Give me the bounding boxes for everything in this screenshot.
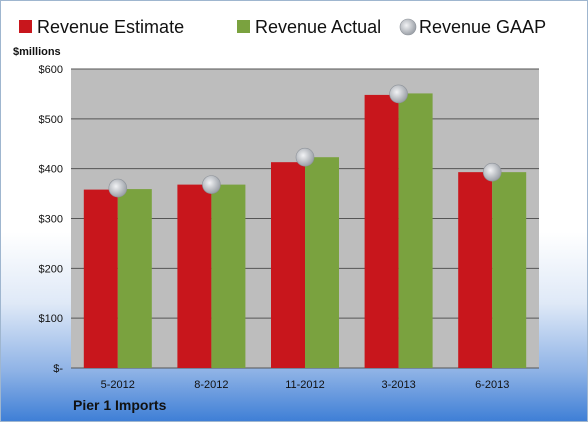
y-tick-label: $300 <box>39 214 63 226</box>
legend: Revenue Estimate Revenue Actual Revenue GA… <box>19 17 546 37</box>
bar-revenue-estimate <box>364 94 399 368</box>
gaap-markers <box>108 84 502 198</box>
bar-revenue-estimate <box>177 184 212 368</box>
company-name: Pier 1 Imports <box>73 397 167 413</box>
bar-revenue-estimate <box>458 172 493 368</box>
y-tick-label: $400 <box>39 164 63 176</box>
bar-revenue-actual <box>117 189 152 368</box>
legend-label: Revenue Estimate <box>37 17 184 37</box>
x-tick-label: 5-2012 <box>101 379 135 391</box>
marker-revenue-gaap <box>482 162 502 182</box>
legend-actual: Revenue Actual <box>237 17 381 37</box>
y-axis-ticks: $- $100 $200 $300 $400 $500 $600 <box>39 64 64 375</box>
marker-revenue-gaap <box>295 147 315 167</box>
legend-label: Revenue Actual <box>255 17 381 37</box>
y-tick-label: $600 <box>39 64 63 76</box>
x-tick-label: 11-2012 <box>285 379 325 391</box>
y-tick-label: $200 <box>39 263 63 275</box>
bar-revenue-estimate <box>83 189 118 368</box>
marker-revenue-gaap <box>389 84 408 104</box>
x-tick-label: 3-2013 <box>381 379 415 391</box>
bar-revenue-actual <box>211 184 246 368</box>
x-axis-ticks: 5-2012 8-2012 11-2012 3-2013 6-2013 <box>101 379 510 391</box>
legend-swatch <box>237 20 250 33</box>
y-unit-label: $millions <box>13 46 61 58</box>
legend-marker <box>399 18 417 36</box>
marker-revenue-gaap <box>108 178 128 198</box>
bar-revenue-actual <box>492 172 527 368</box>
x-tick-label: 6-2013 <box>475 379 509 391</box>
legend-gaap: Revenue GAAP <box>399 17 546 37</box>
bar-revenue-actual <box>305 157 339 368</box>
y-tick-label: $- <box>53 363 63 375</box>
bars <box>83 93 527 368</box>
y-tick-label: $100 <box>39 313 63 325</box>
marker-revenue-gaap <box>202 175 221 194</box>
legend-estimate: Revenue Estimate <box>19 17 184 37</box>
x-tick-label: 8-2012 <box>194 379 228 391</box>
y-tick-label: $500 <box>39 114 63 126</box>
legend-swatch <box>19 20 32 33</box>
bar-revenue-actual <box>398 93 433 368</box>
legend-label: Revenue GAAP <box>419 17 546 37</box>
bar-revenue-estimate <box>271 162 305 368</box>
